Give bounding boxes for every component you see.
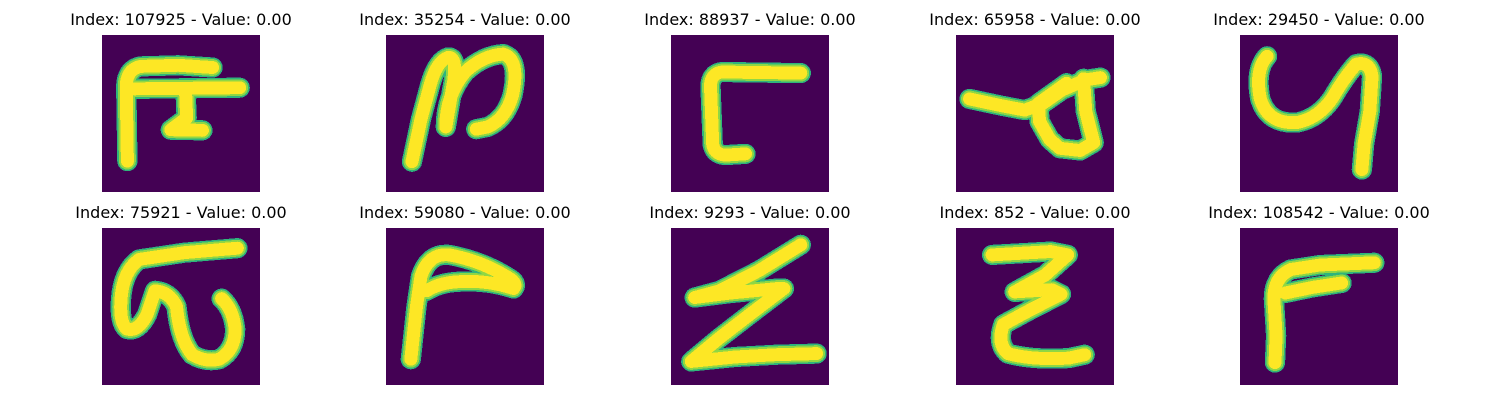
handwritten-glyph-image bbox=[102, 228, 260, 385]
image-title: Index: 29450 - Value: 0.00 bbox=[1199, 10, 1439, 30]
handwritten-glyph-image bbox=[956, 228, 1114, 385]
image-tile: Index: 88937 - Value: 0.00 bbox=[630, 10, 870, 200]
image-title: Index: 88937 - Value: 0.00 bbox=[630, 10, 870, 30]
image-title: Index: 852 - Value: 0.00 bbox=[915, 203, 1155, 223]
image-title: Index: 75921 - Value: 0.00 bbox=[61, 203, 301, 223]
image-background bbox=[671, 35, 829, 192]
image-tile: Index: 9293 - Value: 0.00 bbox=[630, 203, 870, 393]
image-tile: Index: 852 - Value: 0.00 bbox=[915, 203, 1155, 393]
image-tile: Index: 108542 - Value: 0.00 bbox=[1199, 203, 1439, 393]
handwritten-glyph-image bbox=[102, 35, 260, 192]
image-title: Index: 9293 - Value: 0.00 bbox=[630, 203, 870, 223]
image-tile: Index: 59080 - Value: 0.00 bbox=[345, 203, 585, 393]
image-tile: Index: 65958 - Value: 0.00 bbox=[915, 10, 1155, 200]
handwritten-glyph-image bbox=[1240, 228, 1398, 385]
image-tile: Index: 75921 - Value: 0.00 bbox=[61, 203, 301, 393]
image-title: Index: 65958 - Value: 0.00 bbox=[915, 10, 1155, 30]
handwritten-glyph-image bbox=[671, 228, 829, 385]
image-title: Index: 59080 - Value: 0.00 bbox=[345, 203, 585, 223]
handwritten-glyph-image bbox=[956, 35, 1114, 192]
image-tile: Index: 107925 - Value: 0.00 bbox=[61, 10, 301, 200]
image-background bbox=[1240, 228, 1398, 385]
image-title: Index: 35254 - Value: 0.00 bbox=[345, 10, 585, 30]
handwritten-glyph-image bbox=[1240, 35, 1398, 192]
handwritten-glyph-image bbox=[386, 228, 544, 385]
image-tile: Index: 35254 - Value: 0.00 bbox=[345, 10, 585, 200]
image-tile: Index: 29450 - Value: 0.00 bbox=[1199, 10, 1439, 200]
handwritten-glyph-image bbox=[386, 35, 544, 192]
image-title: Index: 107925 - Value: 0.00 bbox=[61, 10, 301, 30]
handwritten-glyph-image bbox=[671, 35, 829, 192]
image-title: Index: 108542 - Value: 0.00 bbox=[1199, 203, 1439, 223]
